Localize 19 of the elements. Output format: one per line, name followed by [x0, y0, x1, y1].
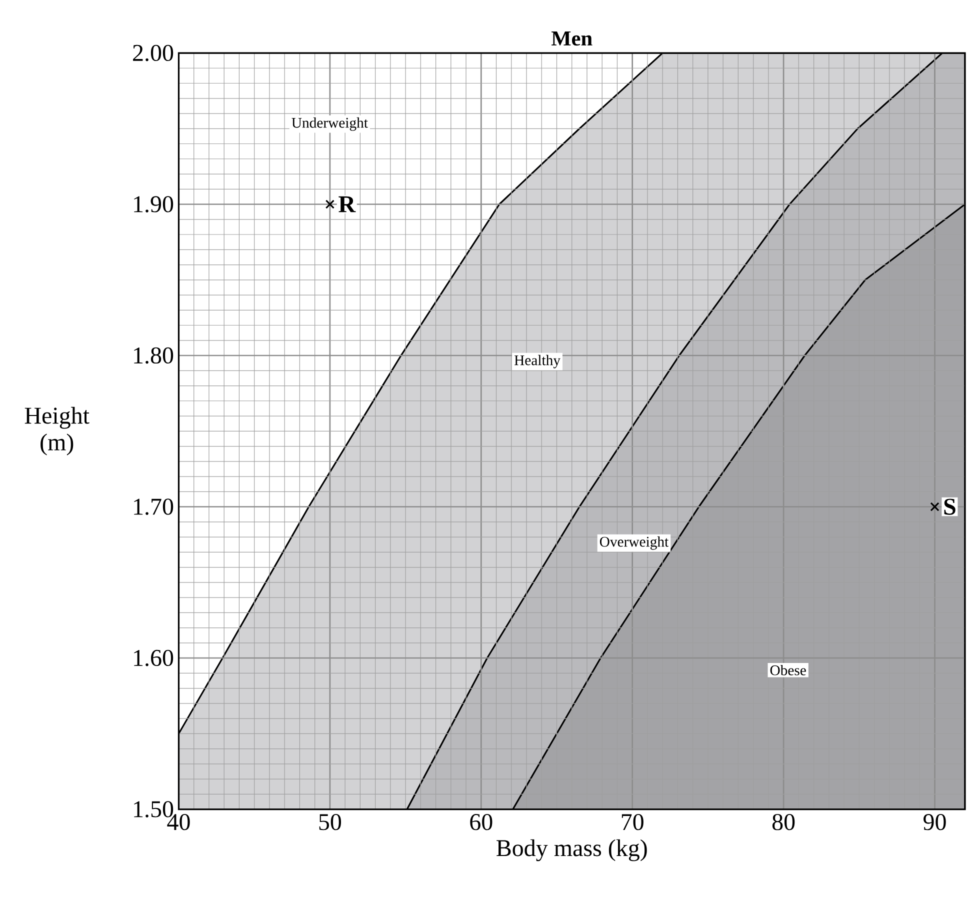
series-label: S: [944, 498, 956, 515]
y-axis-title: Height (m): [24, 406, 90, 456]
x-tick-label: 70: [622, 814, 644, 830]
annotation: Healthy: [514, 354, 560, 368]
annotation: Overweight: [600, 536, 669, 550]
x-tick-label: 80: [772, 814, 795, 830]
x-tick-label: 50: [319, 814, 342, 830]
chart-title: Men: [551, 31, 592, 46]
series-label: R: [338, 196, 356, 212]
y-tick-label: 1.90: [134, 196, 174, 212]
x-tick-label: 90: [924, 814, 946, 830]
annotation: Underweight: [292, 117, 368, 131]
x-axis-title: Body mass (kg): [496, 839, 647, 862]
y-tick-label: 2.00: [133, 44, 174, 62]
annotation: Obese: [770, 664, 806, 676]
x-tick-label: 60: [470, 814, 492, 830]
y-tick-label: 1.70: [134, 498, 174, 515]
y-tick-label: 1.60: [134, 650, 174, 666]
y-tick-label: 1.80: [134, 347, 174, 364]
